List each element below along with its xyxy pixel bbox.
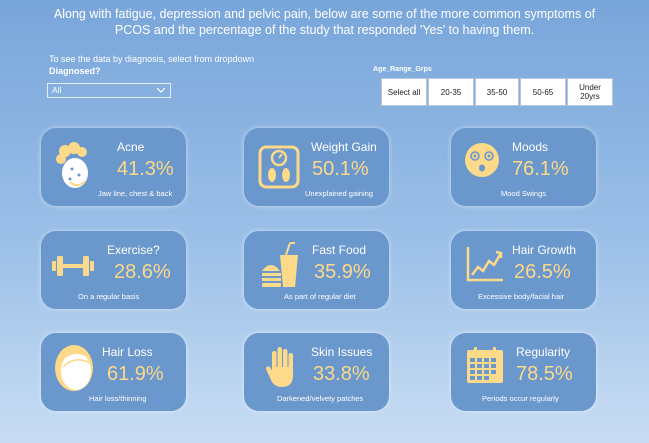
- card-percent: 28.6%: [114, 261, 171, 283]
- card-title: Exercise?: [107, 243, 160, 257]
- symptom-card-acne: Acne 41.3% Jaw line, chest & back: [41, 128, 186, 206]
- diagnosed-dropdown[interactable]: All: [47, 83, 171, 98]
- card-subtitle: Unexplained gaining: [305, 189, 373, 198]
- card-percent: 78.5%: [516, 363, 573, 385]
- card-title: Hair Loss: [102, 345, 153, 359]
- growth-chart-icon: [466, 247, 503, 282]
- card-subtitle: Excessive body/facial hair: [478, 292, 565, 301]
- scale-icon: [258, 145, 300, 189]
- card-subtitle: On a regular basis: [78, 292, 140, 301]
- card-subtitle: Periods occur regularly: [482, 394, 559, 403]
- dizzy-face-icon: [465, 143, 499, 177]
- fast-food-icon: [262, 242, 298, 287]
- age-under-20-button[interactable]: Under 20yrs: [567, 78, 613, 106]
- card-title: Hair Growth: [512, 243, 577, 257]
- chevron-down-icon: [156, 87, 166, 93]
- card-title: Weight Gain: [311, 140, 377, 154]
- card-percent: 50.1%: [312, 158, 369, 180]
- card-subtitle: Darkened/velvety patches: [277, 394, 364, 403]
- diagnosed-label: Diagnosed?: [49, 66, 101, 76]
- age-range-label: Age_Range_Grps: [373, 66, 432, 73]
- filter-hint: To see the data by diagnosis, select fro…: [49, 54, 255, 64]
- age-20-35-button[interactable]: 20-35: [428, 78, 474, 106]
- symptom-card-regularity: Regularity 78.5% Periods occur regularly: [451, 333, 596, 411]
- card-percent: 76.1%: [512, 158, 569, 180]
- age-50-65-button[interactable]: 50-65: [520, 78, 566, 106]
- header-line-2: PCOS and the percentage of the study tha…: [114, 23, 535, 37]
- symptom-card-hair-growth: Hair Growth 26.5% Excessive body/facial …: [451, 231, 596, 309]
- card-title: Fast Food: [312, 243, 367, 257]
- card-percent: 26.5%: [514, 261, 571, 283]
- card-subtitle: Hair loss/thinning: [89, 394, 147, 403]
- page-header: Along with fatigue, depression and pelvi…: [0, 6, 649, 38]
- card-percent: 61.9%: [107, 363, 164, 385]
- dropdown-value: All: [52, 85, 62, 95]
- card-percent: 33.8%: [313, 363, 370, 385]
- balding-head-icon: [55, 345, 93, 391]
- card-percent: 35.9%: [314, 261, 371, 283]
- card-subtitle: As part of regular diet: [284, 292, 356, 301]
- symptom-card-hair-loss: Hair Loss 61.9% Hair loss/thinning: [41, 333, 186, 411]
- symptom-card-exercise: Exercise? 28.6% On a regular basis: [41, 231, 186, 309]
- card-title: Acne: [117, 140, 145, 154]
- symptom-card-moods: Moods 76.1% Mood Swings: [451, 128, 596, 206]
- card-title: Moods: [512, 140, 549, 154]
- card-title: Skin Issues: [311, 345, 373, 359]
- header-line-1: Along with fatigue, depression and pelvi…: [53, 7, 596, 21]
- acne-face-icon: [56, 142, 88, 188]
- symptom-card-fast-food: Fast Food 35.9% As part of regular diet: [244, 231, 389, 309]
- hand-icon: [266, 347, 293, 387]
- symptom-card-skin-issues: Skin Issues 33.8% Darkened/velvety patch…: [244, 333, 389, 411]
- calendar-icon: [467, 347, 503, 383]
- card-title: Regularity: [516, 345, 571, 359]
- symptom-card-weight-gain: Weight Gain 50.1% Unexplained gaining: [244, 128, 389, 206]
- dumbbell-icon: [52, 256, 94, 276]
- card-subtitle: Jaw line, chest & back: [98, 189, 173, 198]
- card-subtitle: Mood Swings: [501, 189, 547, 198]
- card-percent: 41.3%: [117, 158, 174, 180]
- age-select-all-button[interactable]: Select all: [381, 78, 427, 106]
- age-35-50-button[interactable]: 35-50: [475, 78, 519, 106]
